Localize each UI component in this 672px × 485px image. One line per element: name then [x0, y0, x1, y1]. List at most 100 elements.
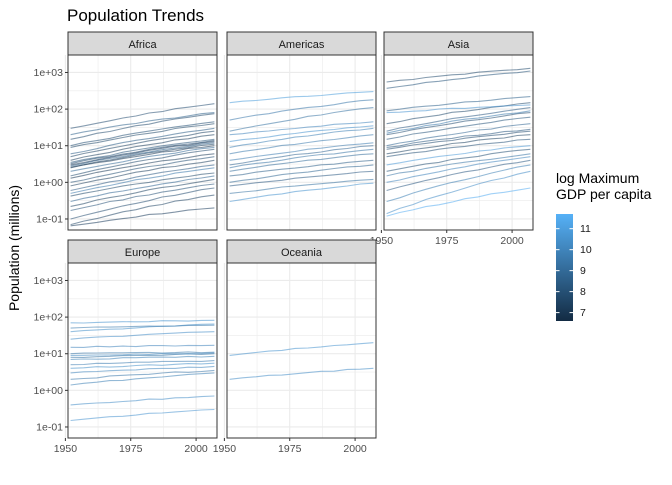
series-line-asia-18	[386, 104, 531, 114]
series-line-africa-16	[70, 142, 215, 167]
series-line-americas-15	[229, 91, 374, 104]
series-line-africa-17	[70, 141, 215, 166]
series-line-europe-1	[70, 395, 215, 406]
series-line-europe-5	[70, 362, 215, 369]
y-tick-label: 1e+01	[34, 140, 64, 152]
y-tick-label: 1e-01	[36, 421, 63, 433]
series-line-africa-24	[70, 121, 215, 147]
x-tick-label: 1950	[54, 443, 78, 455]
series-line-europe-2	[70, 372, 215, 386]
x-tick-label: 1975	[119, 443, 143, 455]
series-line-asia-11	[386, 128, 531, 148]
series-line-africa-12	[70, 148, 215, 177]
series-line-americas-10	[229, 127, 374, 148]
x-tick-label: 1975	[435, 235, 459, 247]
series-line-asia-12	[386, 123, 531, 147]
facet-label-asia: Asia	[448, 39, 470, 51]
series-line-americas-7	[229, 145, 374, 166]
series-line-asia-1	[386, 170, 531, 215]
facet-label-americas: Americas	[279, 39, 325, 51]
series-line-asia-7	[386, 145, 531, 166]
series-line-americas-12	[229, 121, 374, 136]
series-line-africa-26	[70, 112, 215, 136]
series-line-americas-0	[229, 182, 374, 203]
series-line-asia-21	[386, 67, 531, 83]
series-line-asia-13	[386, 116, 531, 140]
series-line-oceania-1	[229, 342, 374, 356]
series-line-africa-27	[70, 103, 215, 129]
series-line-asia-15	[386, 110, 531, 134]
panel-border-europe	[67, 262, 218, 439]
panel-border-asia	[383, 54, 534, 231]
y-tick-label: 1e+03	[34, 67, 64, 79]
series-line-asia-8	[386, 138, 531, 158]
panel-oceania	[227, 263, 376, 438]
series-line-europe-0	[70, 408, 215, 422]
series-line-africa-10	[70, 156, 215, 183]
series-line-europe-15	[70, 319, 215, 324]
panel-americas	[227, 55, 376, 230]
legend-tick-label: 9	[580, 265, 586, 277]
legend-tick-label: 8	[580, 286, 586, 298]
series-line-africa-23	[70, 123, 215, 148]
series-line-africa-18	[70, 139, 215, 165]
series-line-africa-6	[70, 172, 215, 197]
series-line-africa-20	[70, 134, 215, 161]
series-line-europe-11	[70, 344, 215, 348]
series-line-africa-19	[70, 138, 215, 163]
series-line-europe-7	[70, 355, 215, 360]
y-tick-label: 1e+00	[34, 177, 64, 189]
series-line-europe-10	[70, 351, 215, 355]
series-line-africa-7	[70, 167, 215, 194]
legend-title-line-1: log Maximum	[556, 170, 639, 186]
legend-colorbar	[556, 214, 573, 321]
x-tick-label: 2000	[500, 235, 524, 247]
series-line-americas-5	[229, 153, 374, 172]
series-line-americas-1	[229, 178, 374, 194]
y-tick-label: 1e+03	[34, 275, 64, 287]
legend-title-line-2: GDP per capita	[556, 186, 652, 202]
legend-tick-label: 10	[580, 244, 592, 256]
series-line-africa-25	[70, 113, 215, 140]
x-tick-label: 2000	[343, 443, 367, 455]
series-line-europe-4	[70, 365, 215, 374]
series-line-africa-8	[70, 164, 215, 192]
series-line-asia-16	[386, 107, 531, 132]
series-line-asia-6	[386, 148, 531, 172]
series-line-americas-11	[229, 125, 374, 143]
series-line-americas-9	[229, 134, 374, 155]
legend-tick-label: 11	[580, 223, 591, 235]
series-line-africa-4	[70, 178, 215, 207]
series-line-asia-5	[386, 153, 531, 177]
series-line-asia-4	[386, 156, 531, 183]
y-tick-label: 1e+02	[34, 312, 64, 324]
x-tick-label: 1950	[213, 443, 237, 455]
x-tick-label: 1975	[278, 443, 302, 455]
series-line-americas-2	[229, 170, 374, 187]
y-axis-label: Population (millions)	[6, 185, 22, 311]
facet-label-oceania: Oceania	[281, 247, 323, 259]
series-line-europe-12	[70, 331, 215, 340]
series-line-asia-2	[386, 164, 531, 203]
series-line-asia-0	[386, 187, 531, 217]
series-line-europe-9	[70, 352, 215, 356]
facet-label-africa: Africa	[128, 39, 157, 51]
series-line-africa-5	[70, 175, 215, 203]
series-line-africa-14	[70, 145, 215, 169]
series-line-europe-13	[70, 323, 215, 333]
series-line-europe-6	[70, 360, 215, 366]
series-line-asia-20	[386, 70, 531, 89]
series-line-asia-3	[386, 159, 531, 192]
series-line-americas-14	[229, 99, 374, 121]
y-tick-label: 1e-01	[36, 213, 63, 225]
y-tick-label: 1e+01	[34, 348, 64, 360]
series-line-americas-6	[229, 148, 374, 169]
series-line-americas-13	[229, 107, 374, 132]
series-line-asia-19	[386, 96, 531, 112]
series-line-africa-2	[70, 187, 215, 220]
facet-label-europe: Europe	[125, 247, 160, 259]
series-line-oceania-0	[229, 367, 374, 380]
series-line-africa-0	[70, 207, 215, 227]
